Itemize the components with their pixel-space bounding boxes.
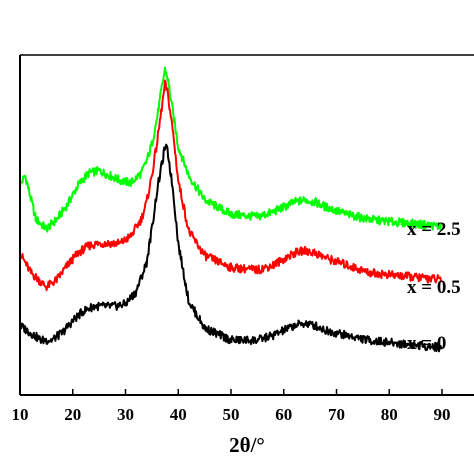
series-labels: x = 2.5 x = 0.5 x = 0 — [407, 219, 461, 354]
series-layer — [19, 66, 443, 353]
x-tick-label: 30 — [117, 405, 134, 424]
series-line-0 — [19, 66, 443, 233]
x-tick-label: 20 — [64, 405, 81, 424]
x-tick-label: 50 — [223, 405, 240, 424]
x-tick-label: 90 — [434, 405, 451, 424]
x-tick-label: 60 — [275, 405, 292, 424]
x-tick-label: 80 — [381, 405, 398, 424]
series-line-1 — [19, 79, 443, 292]
series-label: x = 0.5 — [407, 277, 461, 298]
series-line-2 — [19, 143, 443, 353]
x-ticks: 10 20 30 40 50 60 70 80 90 — [12, 389, 451, 424]
x-tick-label: 40 — [170, 405, 187, 424]
series-label: x = 0 — [407, 333, 446, 354]
x-axis-title: 2θ/° — [229, 433, 265, 457]
series-label: x = 2.5 — [407, 219, 461, 240]
x-tick-label: 70 — [328, 405, 345, 424]
x-tick-label: 10 — [12, 405, 29, 424]
